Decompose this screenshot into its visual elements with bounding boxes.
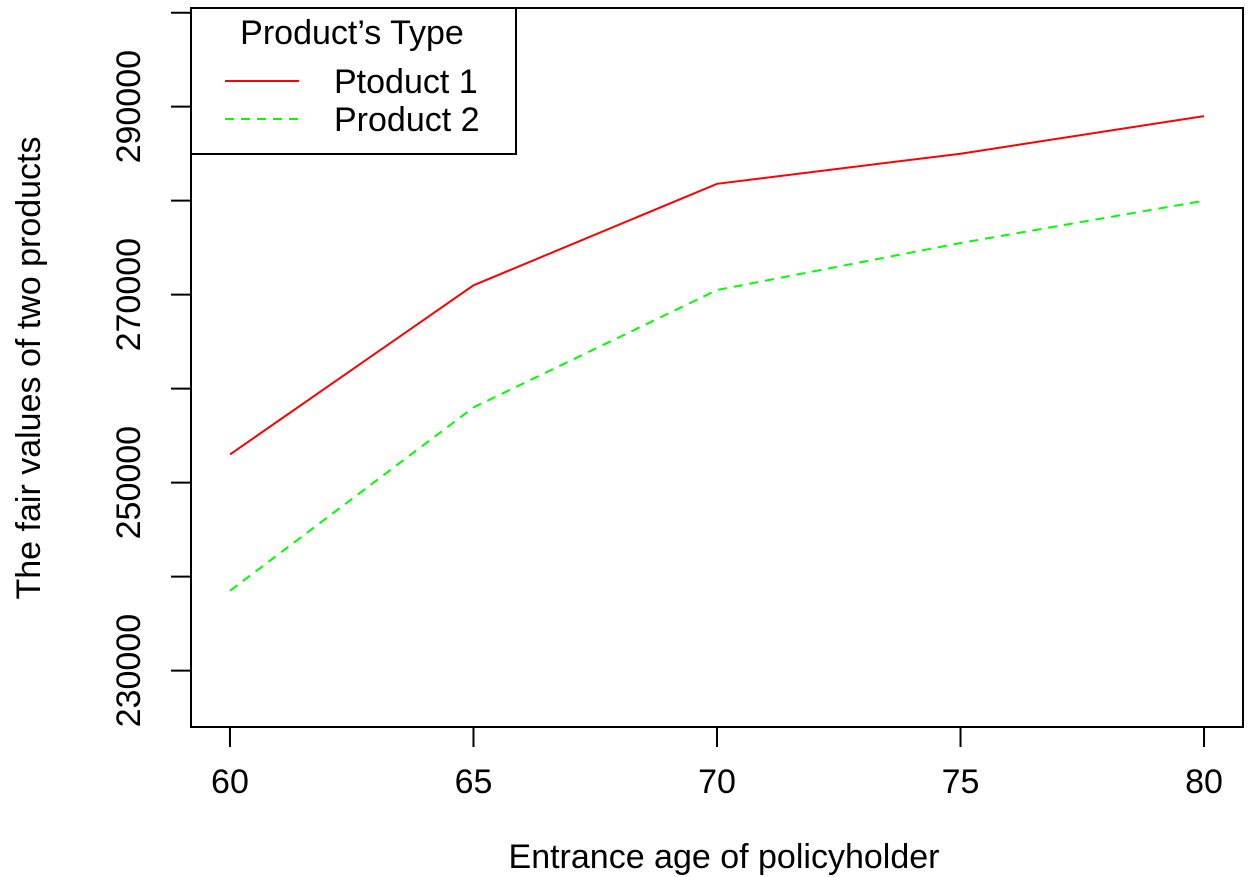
x-axis: 60 65 70 75 80 bbox=[211, 727, 1223, 801]
series-line-1 bbox=[229, 115, 1205, 456]
series-layer bbox=[229, 115, 1205, 592]
series-line-2 bbox=[229, 199, 1205, 592]
y-axis-label: The fair values of two products bbox=[10, 136, 48, 599]
y-tick-label: 290000 bbox=[110, 50, 148, 163]
x-tick-label: 65 bbox=[455, 763, 493, 801]
x-tick-label: 75 bbox=[942, 763, 980, 801]
legend-label-series-2: Product 2 bbox=[334, 101, 480, 139]
legend-title: Product’s Type bbox=[240, 14, 464, 52]
y-tick-label: 250000 bbox=[110, 426, 148, 539]
x-tick-label: 70 bbox=[698, 763, 736, 801]
legend: Product’s Type Ptoduct 1 Product 2 bbox=[190, 7, 517, 155]
y-axis: 230000 250000 270000 290000 bbox=[110, 11, 191, 727]
y-tick-label: 270000 bbox=[110, 238, 148, 351]
x-tick-label: 60 bbox=[211, 763, 249, 801]
x-axis-label: Entrance age of policyholder bbox=[509, 838, 940, 876]
x-tick-label: 80 bbox=[1185, 763, 1223, 801]
y-tick-label: 230000 bbox=[110, 614, 148, 727]
legend-label-series-1: Ptoduct 1 bbox=[334, 63, 478, 101]
